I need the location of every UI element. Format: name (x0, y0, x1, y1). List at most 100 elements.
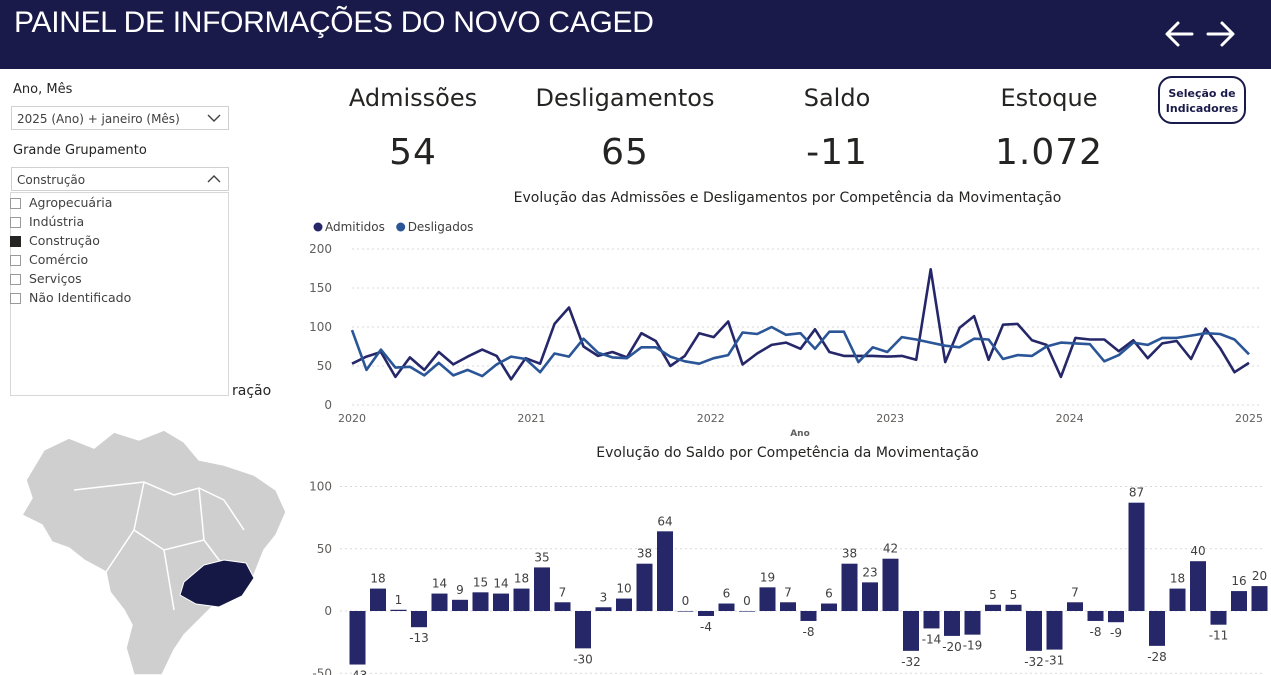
data-label: 10 (616, 582, 631, 596)
kpi-admissoes-label: Admissões (348, 84, 478, 112)
bar (1169, 588, 1186, 611)
bar (1190, 561, 1206, 611)
group-filter-label: Grande Grupamento (13, 143, 147, 158)
data-label: 3 (600, 590, 608, 604)
y-tick-label: 0 (324, 604, 332, 618)
bar (1005, 604, 1022, 611)
bar (944, 611, 960, 636)
data-label: -43 (348, 669, 368, 675)
chevron-down-icon (207, 114, 221, 122)
indicator-selection-button[interactable]: Seleção de Indicadores (1158, 76, 1246, 124)
data-label: 6 (723, 587, 731, 601)
x-tick-label: 2022 (697, 412, 725, 425)
indicator-button-line1: Seleção de (1168, 87, 1236, 100)
y-tick-label: 100 (309, 480, 332, 494)
data-label: 14 (432, 577, 447, 591)
data-label: -11 (1209, 629, 1229, 643)
indicator-button-line2: Indicadores (1165, 102, 1239, 115)
bar (636, 563, 653, 611)
bar (841, 563, 858, 611)
line-chart[interactable]: 0 50 100 150 200 2020 2021 2022 2023 2024 2025 Ano A… (300, 212, 1268, 440)
x-tick-label: 2021 (517, 412, 545, 425)
bar (472, 592, 489, 611)
x-tick-label: 2020 (338, 412, 366, 425)
kpi-admissoes-value: 54 (389, 132, 437, 173)
data-label: 9 (456, 583, 464, 597)
kpi-saldo-label: Saldo (803, 84, 871, 112)
bar (349, 611, 366, 665)
bar (554, 602, 571, 611)
bar (677, 611, 694, 612)
data-label: 7 (559, 585, 567, 599)
checkbox[interactable] (10, 293, 21, 304)
header-bar: PAINEL DE INFORMAÇÕES DO NOVO CAGED (0, 0, 1271, 69)
data-label: 0 (682, 594, 690, 608)
bar (575, 611, 591, 649)
data-label: 5 (1010, 588, 1018, 602)
bar (1231, 591, 1247, 611)
brazil-map[interactable] (14, 420, 292, 675)
y-tick-label: 50 (317, 542, 332, 556)
period-dropdown[interactable]: 2025 (Ano) + janeiro (Mês) (11, 106, 229, 130)
data-label: 6 (825, 587, 833, 601)
checkbox[interactable] (10, 274, 21, 285)
kpi-saldo-value: -11 (806, 132, 868, 173)
data-label: -4 (700, 620, 712, 634)
bar (411, 611, 427, 628)
bar (390, 609, 407, 611)
checkbox[interactable] (10, 255, 21, 266)
bar (903, 611, 919, 651)
arrow-left-icon[interactable] (1162, 14, 1198, 54)
bar (1046, 611, 1063, 650)
arrow-right-icon[interactable] (1202, 14, 1238, 54)
bar (1251, 586, 1268, 611)
data-label: 18 (514, 572, 529, 586)
data-label: 38 (842, 547, 857, 561)
bar (493, 593, 509, 611)
data-label: 0 (743, 594, 751, 608)
data-label: 5 (989, 588, 997, 602)
bar-chart[interactable]: -50050100-43181-13149151418357-303103864… (300, 468, 1268, 675)
bar (452, 599, 468, 611)
page-title: PAINEL DE INFORMAÇÕES DO NOVO CAGED (14, 6, 654, 39)
bar (739, 611, 755, 612)
data-label: 23 (862, 565, 877, 579)
period-value: 2025 (Ano) + janeiro (Mês) (17, 112, 180, 126)
checkbox[interactable] (10, 217, 21, 228)
data-label: 15 (473, 575, 488, 589)
bar (718, 603, 735, 611)
bar (821, 603, 837, 611)
data-label: 7 (1071, 585, 1079, 599)
bar (1210, 611, 1227, 625)
data-label: 16 (1231, 574, 1246, 588)
bar (1067, 602, 1083, 611)
data-label: 18 (370, 572, 385, 586)
data-label: 7 (784, 585, 792, 599)
highlighted-state (179, 559, 255, 608)
data-label: -8 (803, 625, 815, 639)
group-dropdown[interactable]: Construção (11, 167, 229, 191)
kpi-estoque-label: Estoque (1000, 84, 1098, 112)
data-label: -32 (901, 655, 921, 669)
bar (616, 598, 632, 611)
x-tick-label: 2023 (876, 412, 904, 425)
chevron-up-icon (207, 175, 221, 183)
period-filter-label: Ano, Mês (13, 82, 73, 97)
bar (513, 588, 530, 611)
bar-chart-title: Evolução do Saldo por Competência da Mov… (596, 445, 979, 461)
legend-marker (313, 222, 323, 232)
group-options-list (10, 192, 229, 396)
bar (534, 567, 550, 611)
checkbox[interactable] (10, 198, 21, 209)
checkbox-checked[interactable] (10, 236, 21, 247)
data-label: -9 (1110, 626, 1122, 640)
data-label: 38 (637, 547, 652, 561)
bar (964, 611, 981, 635)
line-chart-title: Evolução das Admissões e Desligamentos p… (513, 190, 1062, 206)
kpi-desligamentos-label: Desligamentos (535, 84, 715, 112)
bar (800, 611, 817, 621)
data-label: 35 (534, 550, 549, 564)
brazil-map-shape (20, 429, 287, 675)
bar (1026, 611, 1042, 651)
y-tick-label: 0 (324, 398, 332, 412)
